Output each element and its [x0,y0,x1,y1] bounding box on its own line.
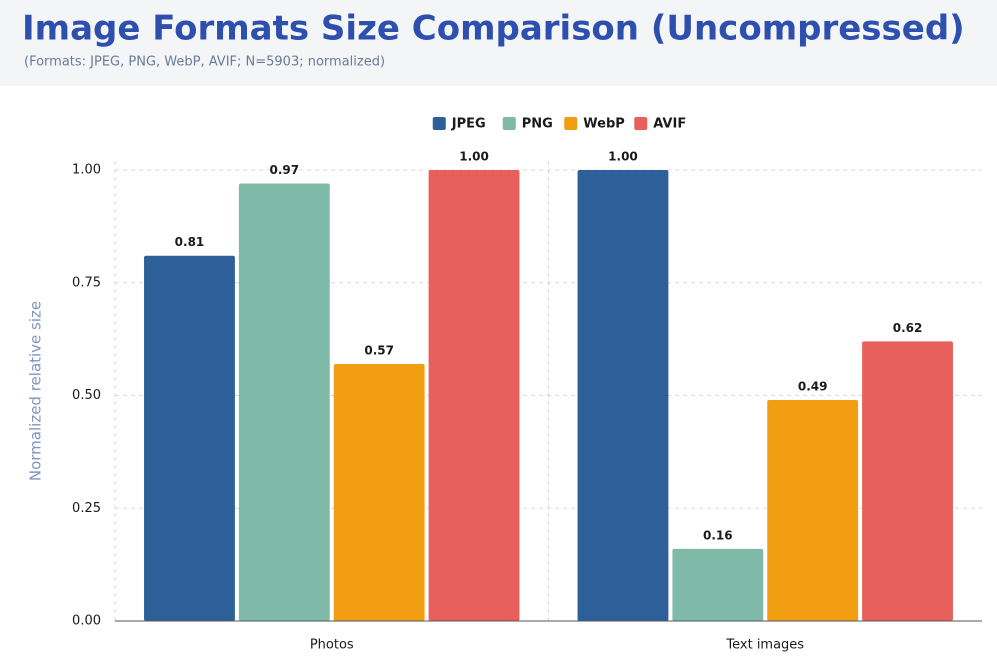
value-label: 0.57 [364,343,394,357]
bar [767,400,859,621]
chart-subtitle: (Formats: JPEG, PNG, WebP, AVIF; N=5903;… [24,55,385,70]
bar [577,170,669,622]
legend-swatch [564,117,578,130]
x-tick-label: Text images [725,638,804,653]
bar [862,341,953,621]
legend-swatch [432,117,446,130]
y-tick-label: 0.00 [72,614,101,629]
bar [672,548,764,621]
y-tick-label: 0.25 [72,501,101,516]
legend-label: PNG [522,117,553,132]
bar [428,170,520,622]
chart-title: Image Formats Size Comparison (Uncompres… [22,9,965,49]
x-tick-label: Photos [310,638,354,653]
y-tick-label: 0.50 [72,388,101,403]
y-axis-label: Normalized relative size [27,301,45,481]
value-label: 1.00 [608,150,638,164]
value-label: 0.97 [270,163,300,177]
y-tick-label: 0.75 [72,275,101,290]
y-tick-label: 1.00 [72,163,101,178]
legend-label: WebP [583,117,625,132]
value-label: 0.16 [703,528,733,542]
legend-swatch [634,117,648,130]
bar [333,363,425,621]
value-label: 0.81 [175,235,205,249]
legend-label: AVIF [653,117,686,132]
bar [238,183,330,622]
bar [144,255,235,622]
legend-swatch [502,117,516,130]
value-label: 0.62 [893,321,923,335]
value-label: 1.00 [459,150,489,164]
value-label: 0.49 [798,380,828,394]
header-background [0,0,997,86]
legend-label: JPEG [451,117,486,132]
